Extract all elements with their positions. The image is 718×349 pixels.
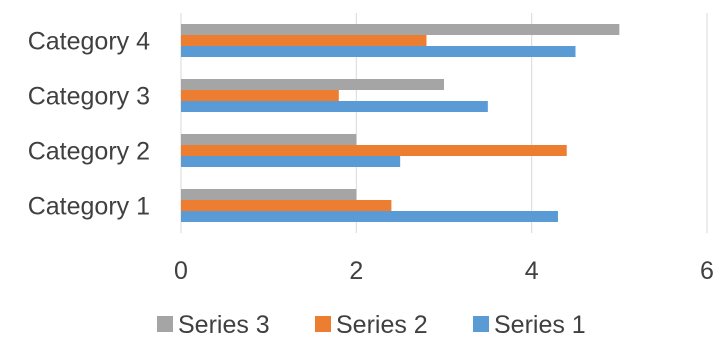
x-tick-label: 2 bbox=[349, 257, 363, 285]
bar-series-1-category-1 bbox=[181, 211, 558, 222]
bar-series-2-category-2 bbox=[181, 145, 567, 156]
bar-series-3-category-2 bbox=[181, 134, 357, 145]
bar-series-1-category-4 bbox=[181, 46, 576, 57]
bar-series-2-category-1 bbox=[181, 200, 392, 211]
legend: Series 3 Series 2 Series 1 bbox=[157, 311, 586, 339]
bar-series-3-category-1 bbox=[181, 189, 357, 200]
legend-label: Series 2 bbox=[336, 311, 428, 339]
x-tick-label: 6 bbox=[700, 257, 714, 285]
legend-swatch bbox=[473, 316, 489, 332]
legend-swatch bbox=[315, 316, 331, 332]
legend-label: Series 1 bbox=[494, 311, 586, 339]
bars bbox=[181, 24, 620, 222]
bar-series-2-category-4 bbox=[181, 35, 427, 46]
x-tick-label: 4 bbox=[525, 257, 539, 285]
category-labels: Category 1 Category 2 Category 3 Category 4 bbox=[28, 28, 150, 221]
bar-series-3-category-4 bbox=[181, 24, 620, 35]
category-label: Category 2 bbox=[28, 138, 150, 166]
bar-series-1-category-3 bbox=[181, 101, 488, 112]
legend-label: Series 3 bbox=[178, 311, 270, 339]
x-axis-ticks: 0 2 4 6 bbox=[174, 257, 714, 285]
category-label: Category 1 bbox=[28, 193, 150, 221]
x-tick-label: 0 bbox=[174, 257, 188, 285]
legend-swatch bbox=[157, 316, 173, 332]
bar-series-1-category-2 bbox=[181, 156, 401, 167]
bar-series-3-category-3 bbox=[181, 79, 444, 90]
category-label: Category 4 bbox=[28, 28, 150, 56]
category-label: Category 3 bbox=[28, 83, 150, 111]
bar-series-2-category-3 bbox=[181, 90, 339, 101]
